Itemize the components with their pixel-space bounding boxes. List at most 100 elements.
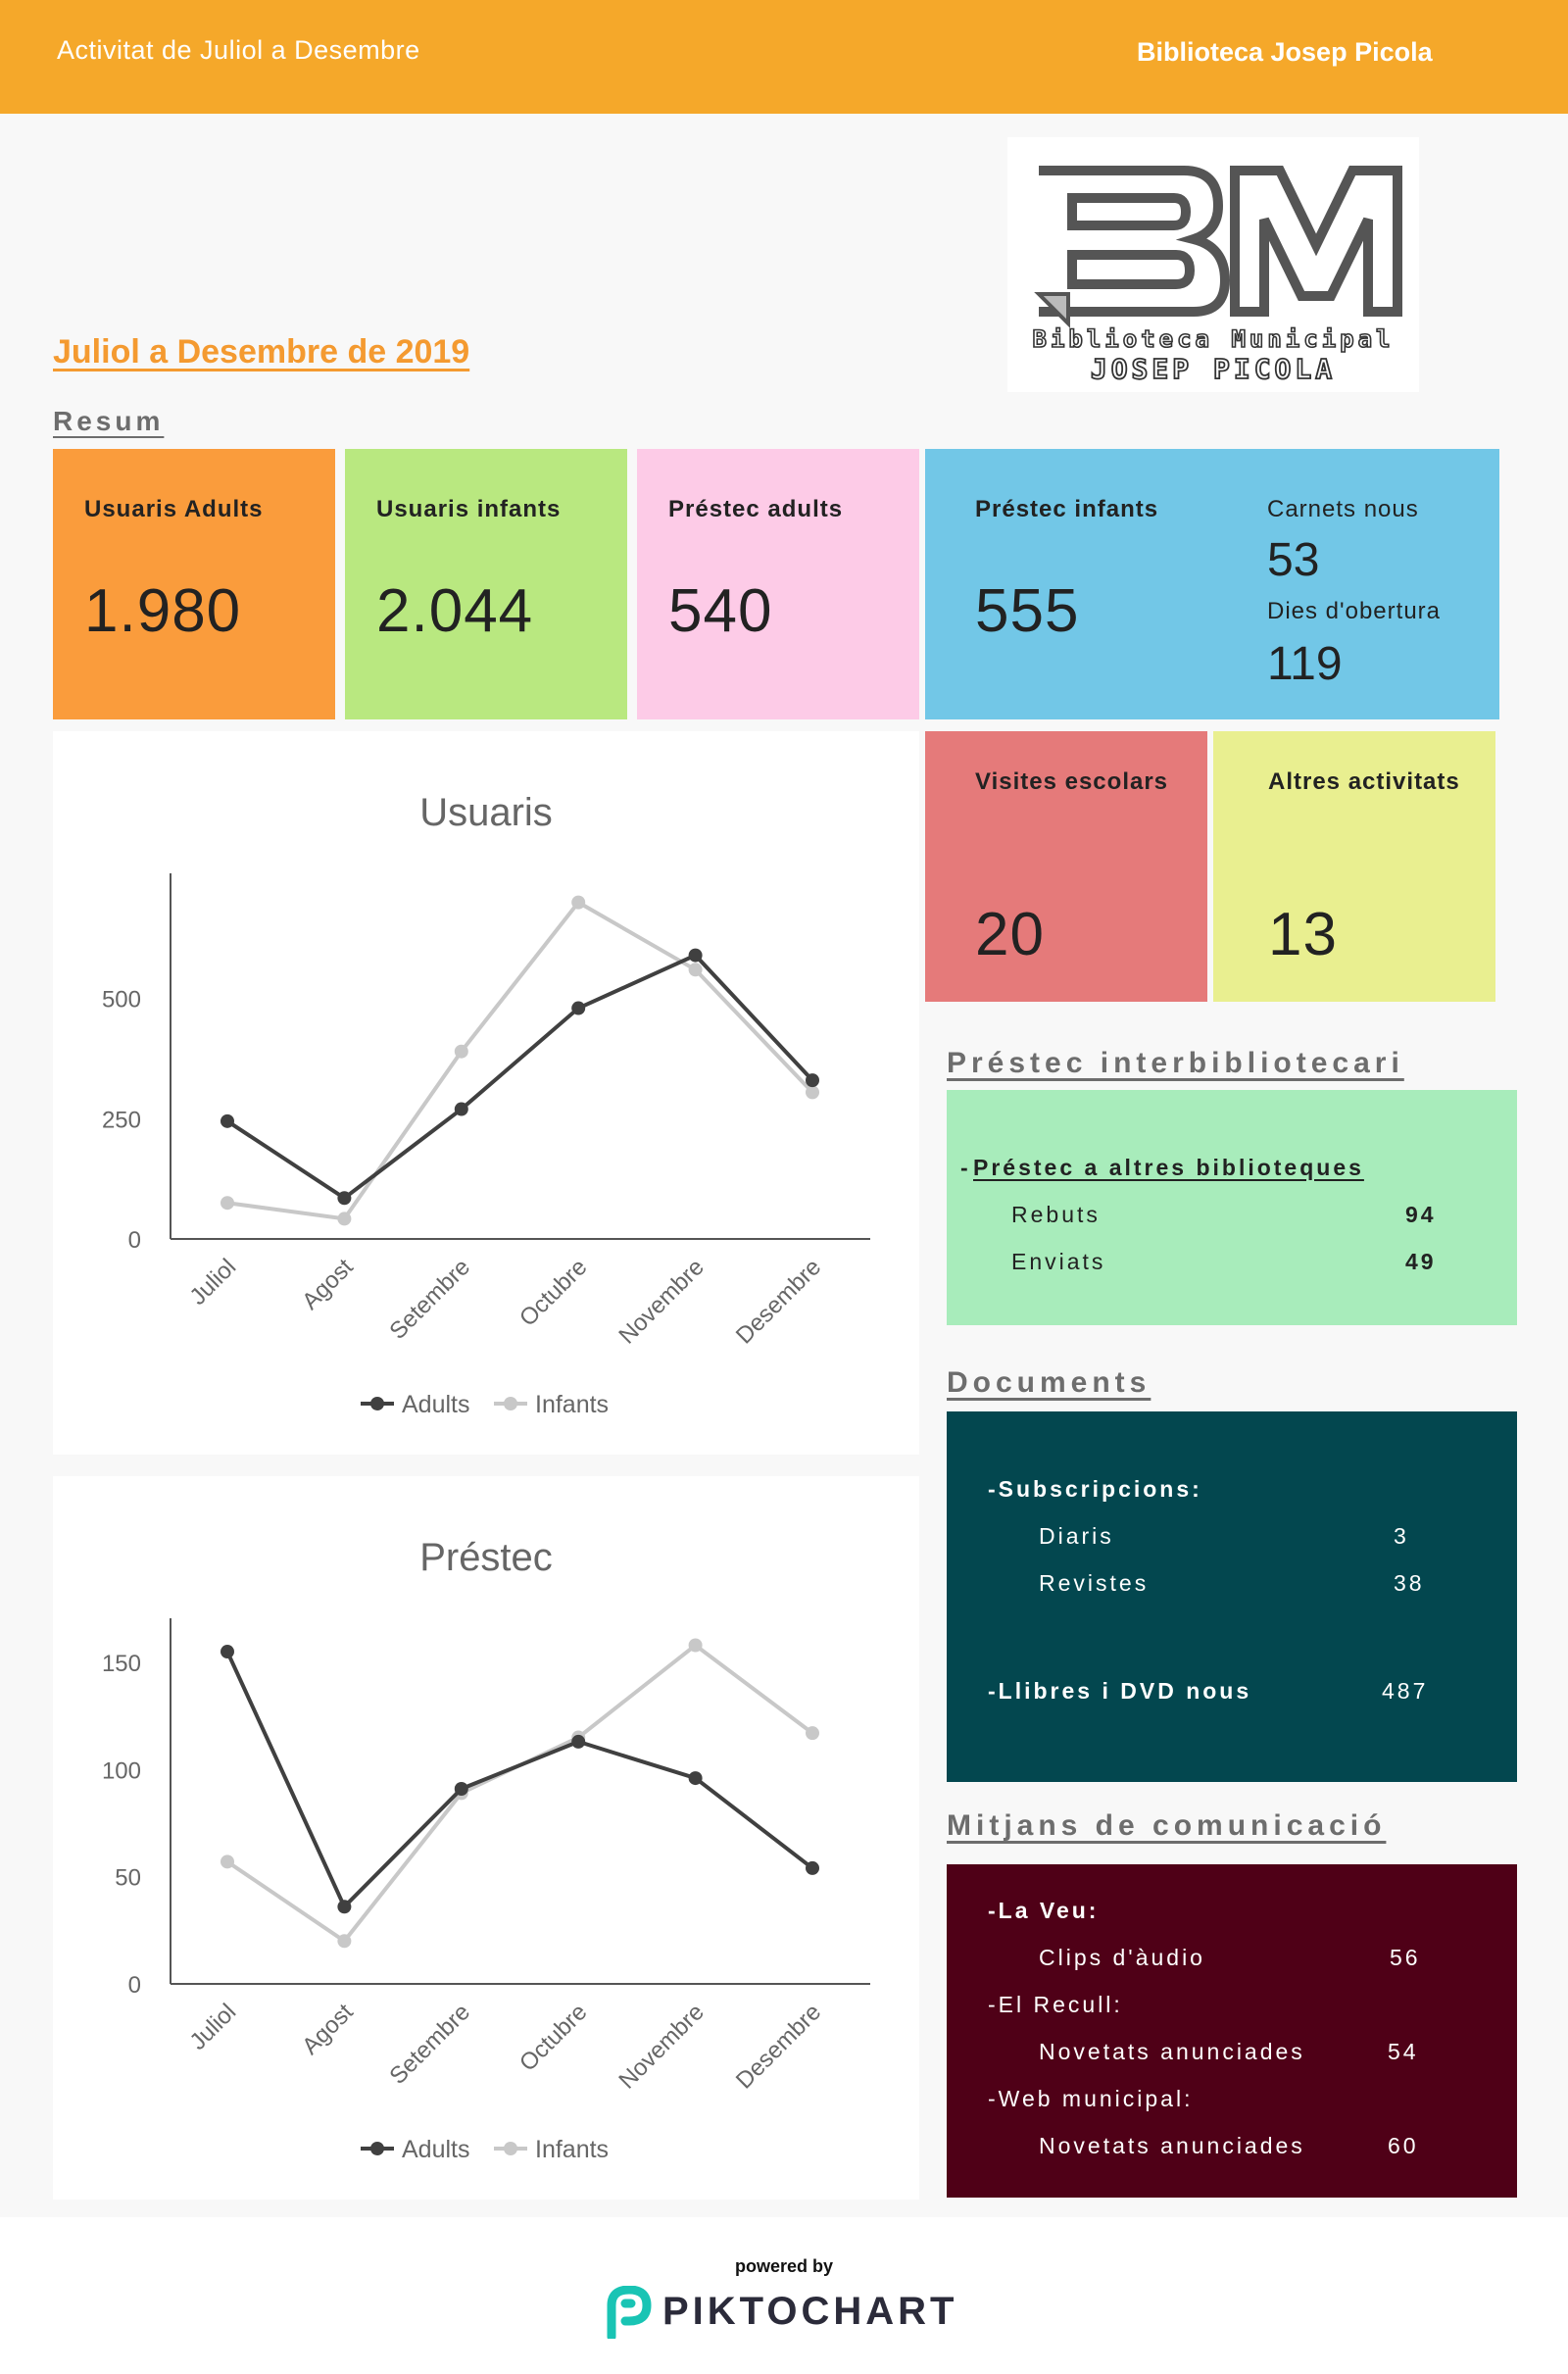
loans-line-chart: Préstec 0 50 100 150 Juliol Agost Setembre Octub…	[102, 1536, 870, 2163]
legend-marker	[504, 2142, 517, 2155]
stat-label: Préstec adults	[668, 496, 844, 522]
y-tick-label: 50	[115, 1865, 141, 1892]
interlibrary-sub-prefix: -	[960, 1155, 971, 1180]
users-line-chart: Usuaris 0 250 500 Juliol Agost Setembre Octubre…	[102, 791, 870, 1418]
sent-value: 49	[1405, 1249, 1437, 1274]
x-tick-label: Novembre	[613, 1254, 709, 1349]
media-panel: -La Veu: Clips d'àudio 56 -El Recull: No…	[947, 1864, 1517, 2198]
legend-marker	[370, 1397, 384, 1410]
legend-label: Infants	[535, 2136, 609, 2163]
logo-line1: Biblioteca Municipal	[1033, 325, 1395, 353]
newspapers-label: Diaris	[1039, 1523, 1114, 1549]
stat-new-cards-label: Carnets nous	[1267, 496, 1419, 522]
newspapers-value: 3	[1394, 1523, 1409, 1549]
stat-new-cards-value: 53	[1267, 534, 1320, 586]
period-subtitle: Juliol a Desembre de 2019	[53, 333, 470, 371]
media-item-value: 54	[1388, 2039, 1419, 2064]
x-tick-label: Novembre	[613, 1999, 709, 2094]
new-books-label: -Llibres i DVD nous	[988, 1678, 1252, 1704]
header-library-name: Biblioteca Josep Picola	[1137, 37, 1433, 67]
data-point-infants	[571, 895, 586, 910]
media-item-label: Novetats anunciades	[1039, 2133, 1305, 2158]
subscriptions-label: -Subscripcions:	[988, 1476, 1202, 1502]
stat-value: 540	[668, 577, 773, 645]
y-tick-label: 0	[128, 1972, 141, 1999]
new-books-value: 487	[1382, 1678, 1429, 1704]
x-tick-label: Desembre	[731, 1254, 826, 1349]
stat-label: Usuaris infants	[376, 496, 562, 522]
interlibrary-panel: - Préstec a altres biblioteques Rebuts 9…	[947, 1090, 1517, 1325]
stat-label: Préstec infants	[975, 496, 1159, 522]
stat-value: 555	[975, 577, 1080, 645]
stat-adult-users: Usuaris Adults 1.980	[53, 449, 335, 719]
x-tick-label: Octubre	[514, 1254, 592, 1331]
header-bar	[0, 0, 1568, 114]
piktochart-brand: PIKTOCHART	[662, 2290, 958, 2333]
data-point-infants	[806, 1085, 819, 1100]
media-group-label: -Web municipal:	[988, 2086, 1194, 2111]
data-point-adults	[454, 1102, 468, 1116]
media-group-label: -El Recull:	[988, 1992, 1123, 2017]
data-point-adults	[571, 1001, 586, 1015]
received-label: Rebuts	[1011, 1202, 1101, 1227]
logo-line2: JOSEP PICOLA	[1091, 353, 1336, 385]
data-point-adults	[571, 1734, 586, 1749]
data-point-adults	[337, 1900, 352, 1914]
y-tick-label: 100	[102, 1757, 141, 1784]
media-item-value: 56	[1390, 1945, 1421, 1970]
data-point-infants	[220, 1855, 234, 1869]
magazines-value: 38	[1394, 1570, 1425, 1596]
data-point-adults	[806, 1860, 819, 1875]
footer	[0, 2217, 1568, 2374]
data-point-adults	[220, 1645, 234, 1659]
sent-label: Enviats	[1011, 1249, 1106, 1274]
stat-open-days-value: 119	[1267, 638, 1343, 690]
magazines-label: Revistes	[1039, 1570, 1150, 1596]
received-value: 94	[1405, 1202, 1437, 1227]
y-tick-label: 500	[102, 987, 141, 1014]
interlibrary-heading: Préstec interbibliotecari	[947, 1047, 1404, 1079]
media-item-label: Novetats anunciades	[1039, 2039, 1305, 2064]
documents-heading: Documents	[947, 1366, 1152, 1399]
media-group-label: -La Veu:	[988, 1898, 1100, 1923]
users-chart-card: Usuaris 0 250 500 Juliol Agost Setembre Octubre…	[53, 731, 919, 1455]
data-point-infants	[337, 1212, 352, 1226]
media-heading: Mitjans de comunicació	[947, 1809, 1387, 1842]
loans-chart-card: Préstec 0 50 100 150 Juliol Agost Setembre Octub…	[53, 1476, 919, 2200]
x-tick-label: Desembre	[731, 1999, 826, 2094]
data-point-adults	[688, 948, 703, 963]
data-point-infants	[454, 1044, 468, 1059]
x-tick-label: Agost	[297, 1999, 359, 2060]
y-tick-label: 0	[128, 1227, 141, 1254]
series-line-infants	[225, 1642, 814, 1944]
powered-by-text: powered by	[734, 2256, 834, 2276]
stat-open-days-label: Dies d'obertura	[1267, 598, 1441, 624]
documents-panel: -Subscripcions: Diaris 3 Revistes 38 -Ll…	[947, 1411, 1517, 1782]
data-point-infants	[337, 1934, 352, 1949]
summary-heading: Resum	[53, 406, 165, 436]
legend-label: Adults	[402, 2136, 469, 2163]
x-tick-label: Agost	[297, 1254, 359, 1315]
series-line-adults	[225, 953, 814, 1201]
x-tick-label: Octubre	[514, 1999, 592, 2076]
x-tick-label: Setembre	[384, 1999, 475, 2090]
data-point-adults	[806, 1073, 819, 1088]
data-point-infants	[220, 1196, 234, 1211]
stat-value: 2.044	[376, 577, 534, 645]
chart-title: Usuaris	[419, 791, 553, 834]
header-title: Activitat de Juliol a Desembre	[57, 35, 420, 65]
stat-child-loans: Préstec infants 555 Carnets nous 53 Dies…	[925, 449, 1499, 719]
stat-child-users: Usuaris infants 2.044	[345, 449, 627, 719]
data-point-adults	[688, 1771, 703, 1786]
stat-value: 13	[1268, 901, 1338, 968]
stat-label: Visites escolars	[975, 768, 1169, 795]
stat-school-visits: Visites escolars 20	[925, 731, 1207, 1002]
stat-value: 20	[975, 901, 1045, 968]
legend-label: Infants	[535, 1391, 609, 1418]
x-tick-label: Setembre	[384, 1254, 475, 1345]
series-line-adults	[225, 1651, 814, 1910]
stat-other-activities: Altres activitats 13	[1213, 731, 1495, 1002]
data-point-infants	[806, 1726, 819, 1741]
media-item-label: Clips d'àudio	[1039, 1945, 1205, 1970]
y-tick-label: 150	[102, 1651, 141, 1677]
